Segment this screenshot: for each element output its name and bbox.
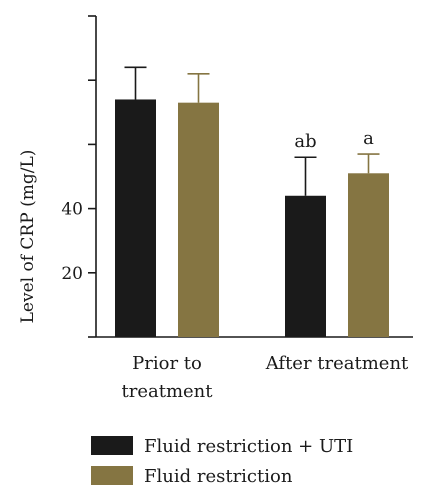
error-bars <box>124 66 380 196</box>
legend-label: Fluid restriction + UTI <box>144 436 353 457</box>
y-tick-label: 20 <box>61 264 83 284</box>
annotations: ab a <box>294 128 374 152</box>
y-axis-label-group: Level of CRP (mg/L) <box>18 150 38 324</box>
bar <box>115 99 156 338</box>
y-tick-label: 40 <box>61 200 83 220</box>
y-axis-label: Level of CRP (mg/L) <box>18 150 38 324</box>
x-category-label: After treatment <box>265 353 409 374</box>
significance-annotation: a <box>363 128 374 149</box>
bar <box>348 173 389 337</box>
legend-swatch <box>91 466 133 485</box>
significance-annotation: ab <box>294 131 316 152</box>
bar <box>178 102 219 337</box>
x-category-label: treatment <box>121 381 213 402</box>
legend: Fluid restriction + UTI Fluid restriction <box>91 436 353 487</box>
bar <box>285 195 326 337</box>
x-category-label: Prior to <box>132 353 202 374</box>
bars <box>115 99 389 338</box>
x-category-labels: Prior to treatment After treatment <box>121 353 409 402</box>
legend-label: Fluid restriction <box>144 466 293 487</box>
legend-swatch <box>91 436 133 455</box>
